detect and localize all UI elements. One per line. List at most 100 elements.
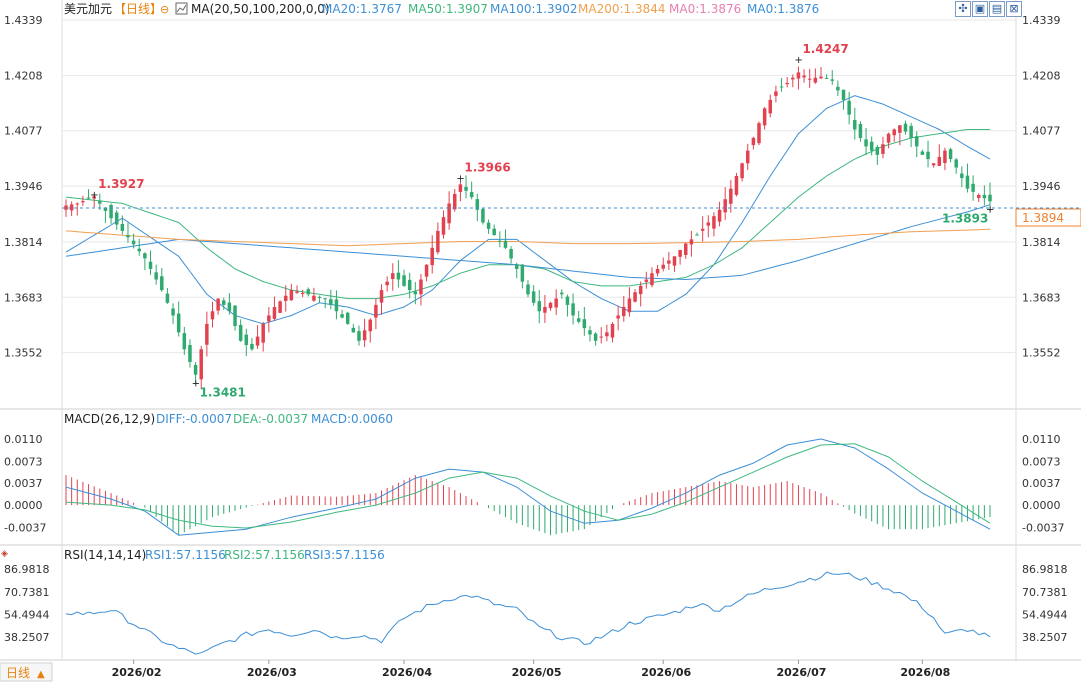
candle-body bbox=[92, 196, 96, 199]
window-icon[interactable]: ▣ bbox=[972, 1, 988, 17]
candle-body bbox=[791, 77, 795, 80]
candle-body bbox=[650, 273, 654, 286]
candle-body bbox=[391, 273, 395, 280]
rsi-tick-label-left: 70.7381 bbox=[4, 586, 50, 599]
candle-body bbox=[672, 256, 677, 266]
indicator-chart-icon[interactable] bbox=[175, 2, 188, 15]
candle-body bbox=[312, 295, 316, 301]
high-annotation: 1.3966 bbox=[464, 161, 510, 175]
price-tick-label-left: 1.4339 bbox=[4, 14, 43, 27]
price-tick-label-right: 1.4339 bbox=[1022, 14, 1061, 27]
candle-body bbox=[982, 194, 987, 199]
ma-value: MA100:1.3902 bbox=[490, 2, 578, 16]
rsi-tick-label-right: 86.9818 bbox=[1022, 563, 1068, 576]
close-icon[interactable]: ⊠ bbox=[1006, 1, 1022, 17]
low-annotation: 1.3481 bbox=[200, 386, 246, 400]
candle-body bbox=[126, 235, 130, 238]
candle-body bbox=[644, 279, 649, 282]
candle-body bbox=[458, 184, 463, 192]
candle-body bbox=[909, 125, 913, 138]
ma-value: MA0:1.3876 bbox=[669, 2, 741, 16]
x-tick-label: 2026/04 bbox=[382, 666, 432, 679]
ma-label: MA(20,50,100,200,0,0) bbox=[191, 2, 330, 16]
candle-body bbox=[98, 200, 102, 204]
candle-body bbox=[272, 307, 277, 319]
candle-body bbox=[137, 248, 141, 252]
x-tick-label: 2026/03 bbox=[247, 666, 297, 679]
candle-body bbox=[920, 151, 925, 155]
rsi2-value: RSI2:57.1156 bbox=[224, 548, 305, 562]
candle-body bbox=[216, 298, 220, 311]
candle-body bbox=[469, 192, 474, 198]
candle-body bbox=[481, 208, 485, 223]
candle-body bbox=[965, 175, 970, 189]
candle-body bbox=[588, 330, 592, 335]
macd-tick-label-left: 0.0000 bbox=[4, 499, 43, 512]
rsi-title: RSI(14,14,14) bbox=[64, 548, 146, 562]
price-tick-label-left: 1.4077 bbox=[4, 125, 43, 138]
candle-body bbox=[413, 291, 418, 295]
candle-body bbox=[64, 205, 68, 210]
candle-body bbox=[869, 141, 874, 151]
candle-body bbox=[453, 193, 457, 210]
candle-body bbox=[447, 203, 451, 224]
candle-body bbox=[154, 272, 158, 280]
layout-icon[interactable]: ▤ bbox=[989, 1, 1005, 17]
price-tick-label-right: 1.3814 bbox=[1022, 236, 1061, 249]
candle-body bbox=[357, 331, 361, 341]
candle-body bbox=[853, 119, 857, 130]
candle-body bbox=[700, 228, 705, 231]
price-tick-label-right: 1.3552 bbox=[1022, 347, 1061, 360]
candle-body bbox=[323, 298, 327, 300]
candle-body bbox=[785, 82, 789, 85]
x-tick-label: 2026/02 bbox=[112, 666, 162, 679]
price-tick-label-left: 1.3814 bbox=[4, 236, 43, 249]
candle-body bbox=[306, 289, 311, 295]
candle-body bbox=[261, 323, 265, 343]
candle-body bbox=[379, 290, 384, 303]
period-button[interactable] bbox=[0, 662, 53, 682]
settings-icon[interactable]: ⊖ bbox=[160, 3, 169, 16]
candle-body bbox=[931, 163, 936, 166]
candle-body bbox=[210, 311, 215, 320]
candle-body bbox=[492, 228, 496, 236]
candle-body bbox=[593, 333, 598, 341]
candle-body bbox=[75, 203, 80, 205]
candle-body bbox=[424, 264, 429, 277]
candle-body bbox=[903, 123, 908, 132]
candle-body bbox=[892, 129, 896, 136]
candle-body bbox=[576, 318, 581, 322]
rsi-tick-label-right: 54.4944 bbox=[1022, 609, 1068, 622]
candle-body bbox=[960, 173, 964, 179]
ma-value: MA0:1.3876 bbox=[747, 2, 819, 16]
x-tick-label: 2026/07 bbox=[776, 666, 826, 679]
candle-body bbox=[560, 292, 564, 295]
candle-body bbox=[915, 136, 919, 147]
candle-body bbox=[757, 123, 761, 144]
candle-body bbox=[514, 264, 519, 269]
rsi3-value: RSI3:57.1156 bbox=[304, 548, 385, 562]
indicator-toggle-icon[interactable]: ◈ bbox=[1, 549, 8, 559]
crosshair-icon[interactable]: ✣ bbox=[955, 1, 971, 17]
rsi-tick-label-right: 38.2507 bbox=[1022, 631, 1068, 644]
candle-body bbox=[717, 209, 722, 222]
period-tag[interactable]: 【日线】 bbox=[114, 2, 162, 16]
candle-body bbox=[762, 108, 767, 126]
candle-body bbox=[898, 125, 902, 133]
candle-body bbox=[486, 222, 491, 229]
candle-body bbox=[616, 315, 620, 319]
candle-body bbox=[283, 295, 288, 301]
candle-body bbox=[768, 99, 773, 114]
dropdown-icon[interactable]: ▲ bbox=[37, 669, 45, 680]
macd-tick-label-right: 0.0110 bbox=[1022, 433, 1061, 446]
candle-body bbox=[329, 299, 333, 305]
rsi-tick-label-left: 54.4944 bbox=[4, 609, 50, 622]
candle-body bbox=[143, 253, 147, 259]
candle-body bbox=[976, 194, 981, 198]
candle-body bbox=[881, 144, 885, 154]
candle-body bbox=[182, 333, 187, 350]
candle-body bbox=[334, 299, 339, 312]
symbol-title: 美元加元 bbox=[64, 2, 112, 16]
candle-body bbox=[430, 247, 434, 266]
